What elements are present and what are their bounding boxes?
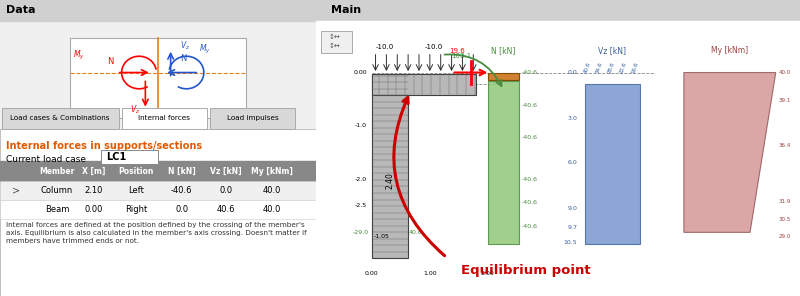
Bar <box>0 0 316 21</box>
Text: Current load case: Current load case <box>6 155 86 164</box>
Text: N [kN]: N [kN] <box>168 167 195 176</box>
Text: 30.5: 30.5 <box>778 217 790 221</box>
Text: Main: Main <box>330 5 361 15</box>
Text: Vz [kN]: Vz [kN] <box>210 167 242 176</box>
Text: -29.0: -29.0 <box>353 230 370 235</box>
Text: 0.00: 0.00 <box>365 271 378 276</box>
Text: 34.6: 34.6 <box>594 61 603 74</box>
Text: 0.00: 0.00 <box>353 70 367 75</box>
Bar <box>372 74 476 95</box>
Text: Member: Member <box>39 167 74 176</box>
Text: 29.0: 29.0 <box>778 234 790 239</box>
Text: $V_z$: $V_z$ <box>180 40 190 52</box>
Text: 0.0: 0.0 <box>175 205 188 214</box>
Text: 6.0: 6.0 <box>568 160 578 165</box>
Polygon shape <box>146 118 170 127</box>
Bar <box>0 161 316 181</box>
Text: >: > <box>12 185 20 195</box>
Text: 40.0: 40.0 <box>262 186 281 195</box>
Text: 16.6: 16.6 <box>631 61 640 74</box>
Text: 36.4: 36.4 <box>778 143 790 147</box>
Bar <box>0 129 316 296</box>
Text: -40.6: -40.6 <box>522 200 538 205</box>
Text: 22.6: 22.6 <box>619 61 628 74</box>
Text: 2.40: 2.40 <box>386 172 394 189</box>
Text: 2.00: 2.00 <box>481 271 494 276</box>
Text: ↕↔: ↕↔ <box>328 43 340 49</box>
Text: Load impulses: Load impulses <box>227 115 278 121</box>
Bar <box>372 74 408 258</box>
Text: -40.6: -40.6 <box>522 70 538 75</box>
Text: Load cases & Combinations: Load cases & Combinations <box>10 115 110 121</box>
Text: N [kN]: N [kN] <box>491 46 516 55</box>
Text: 0.0: 0.0 <box>219 186 233 195</box>
Text: 10.5: 10.5 <box>564 240 578 245</box>
Text: $M_y$: $M_y$ <box>199 43 211 56</box>
Text: 40.0: 40.0 <box>262 205 281 214</box>
Text: -40.6: -40.6 <box>522 177 538 181</box>
Text: Internal forces in supports/sections: Internal forces in supports/sections <box>6 141 202 151</box>
Text: -10.0: -10.0 <box>425 44 443 50</box>
Text: 9.7: 9.7 <box>567 226 578 230</box>
Text: Left: Left <box>128 186 144 195</box>
Bar <box>488 73 519 80</box>
Text: 0.0: 0.0 <box>568 70 578 75</box>
Text: -2.0: -2.0 <box>354 177 367 181</box>
Text: -40.6: -40.6 <box>522 103 538 107</box>
Bar <box>321 31 352 53</box>
Polygon shape <box>684 73 776 232</box>
Text: 3.0: 3.0 <box>567 116 578 121</box>
Bar <box>2 108 118 129</box>
Bar <box>316 0 800 21</box>
Text: Internal forces are defined at the position defined by the crossing of the membe: Internal forces are defined at the posit… <box>6 222 307 244</box>
Text: My [kNm]: My [kNm] <box>711 46 748 55</box>
Bar <box>122 108 207 129</box>
Bar <box>488 81 519 244</box>
Text: -1.05: -1.05 <box>374 234 390 239</box>
Text: 31.9: 31.9 <box>778 199 790 204</box>
Text: LC1: LC1 <box>106 152 126 162</box>
Text: 103.1: 103.1 <box>451 53 472 59</box>
Text: Data: Data <box>6 5 36 15</box>
Text: Vz [kN]: Vz [kN] <box>598 46 626 55</box>
Text: Position: Position <box>118 167 154 176</box>
Text: Beam: Beam <box>45 205 69 214</box>
Text: N: N <box>107 57 114 66</box>
Text: Internal forces: Internal forces <box>138 115 190 121</box>
Text: Column: Column <box>41 186 73 195</box>
Text: 39.1: 39.1 <box>778 98 790 103</box>
Text: 28.6: 28.6 <box>606 61 616 74</box>
Text: -40.6: -40.6 <box>522 224 538 229</box>
Text: Right: Right <box>125 205 147 214</box>
Text: 19.6: 19.6 <box>449 48 465 54</box>
Bar <box>585 84 640 244</box>
Text: My [kNm]: My [kNm] <box>251 167 293 176</box>
Text: 1.00: 1.00 <box>423 271 437 276</box>
Text: 40.0: 40.0 <box>778 70 790 75</box>
Text: 2.10: 2.10 <box>84 186 102 195</box>
Text: ↕↔: ↕↔ <box>328 34 340 40</box>
Text: 0.00: 0.00 <box>84 205 102 214</box>
Text: X [m]: X [m] <box>82 167 105 176</box>
Bar <box>0 200 316 219</box>
Bar <box>101 150 158 164</box>
Bar <box>210 108 295 129</box>
Text: -40.6: -40.6 <box>171 186 193 195</box>
Text: 40.6: 40.6 <box>217 205 235 214</box>
Bar <box>70 38 246 118</box>
Text: Equilibrium point: Equilibrium point <box>461 264 591 277</box>
Text: -10.0: -10.0 <box>375 44 394 50</box>
Text: -2.5: -2.5 <box>354 203 367 208</box>
Text: $M_y$: $M_y$ <box>73 49 85 62</box>
Text: 40.6: 40.6 <box>409 230 422 235</box>
Text: -40.6: -40.6 <box>522 135 538 140</box>
Text: $V_z$: $V_z$ <box>130 104 140 116</box>
Bar <box>0 181 316 200</box>
Text: -1.0: -1.0 <box>355 123 367 128</box>
Text: 40.6: 40.6 <box>582 61 591 74</box>
Text: 9.0: 9.0 <box>567 206 578 211</box>
Text: N: N <box>180 54 186 63</box>
